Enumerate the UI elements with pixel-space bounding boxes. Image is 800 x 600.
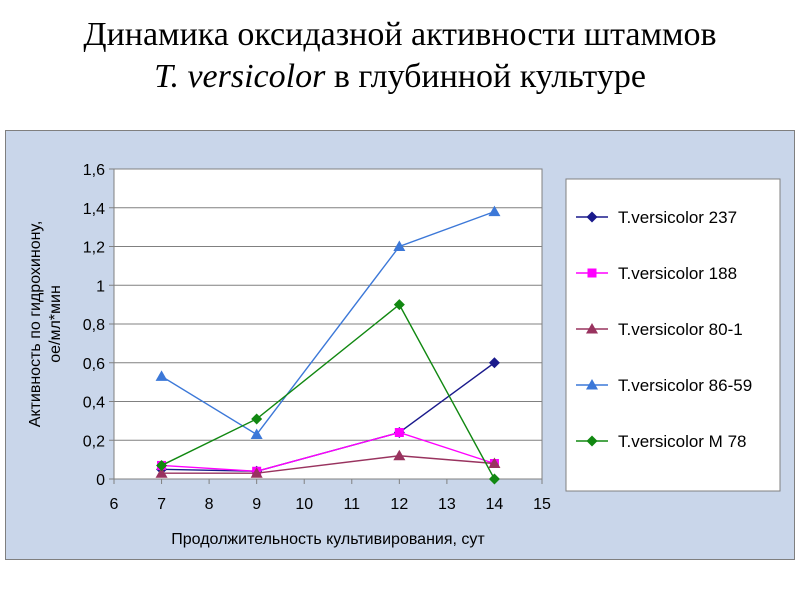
legend-label: T.versicolor 237 <box>618 208 737 227</box>
y-tick-label: 1,2 <box>83 240 105 257</box>
legend-label: T.versicolor 80-1 <box>618 320 743 339</box>
legend-label: T.versicolor M 78 <box>618 432 746 451</box>
legend-item-3: T.versicolor 80-1 <box>576 320 743 339</box>
x-tick-label: 13 <box>438 496 456 513</box>
y-tick-label: 0,8 <box>83 317 105 334</box>
data-point <box>393 449 406 461</box>
slide-title: Динамика оксидазной активности штаммов T… <box>0 14 800 98</box>
series-5 <box>156 299 500 485</box>
data-point <box>251 413 263 425</box>
legend-marker <box>586 435 598 447</box>
title-rest: в глубинной культуре <box>325 58 646 95</box>
data-point <box>155 467 168 478</box>
x-tick-label: 6 <box>110 496 119 513</box>
x-tick-label: 9 <box>252 496 261 513</box>
data-point <box>488 357 500 369</box>
chart-panel: 0 0,2 0,4 0,6 0,8 1 1,2 1,4 1,6 6 7 8 9 10 11 12 13 14 15 … <box>5 130 795 560</box>
data-point <box>488 205 501 217</box>
y-tick-label: 0,2 <box>83 433 105 450</box>
axis-ticks: 0 0,2 0,4 0,6 0,8 1 1,2 1,4 1,6 6 7 8 9 10 11 12 13 14 15 <box>83 162 551 513</box>
data-point <box>393 299 405 311</box>
series-line <box>161 455 495 474</box>
x-tick-label: 14 <box>486 496 504 513</box>
legend-marker <box>587 268 597 278</box>
legend-item-1: T.versicolor 237 <box>576 208 737 227</box>
series-4 <box>155 205 501 439</box>
x-axis-title: Продолжительность культивирования, сут <box>171 531 485 548</box>
data-point <box>250 467 263 478</box>
x-tick-label: 11 <box>343 496 360 513</box>
data-point <box>488 473 500 485</box>
x-tick-label: 10 <box>295 496 313 513</box>
legend-item-5: T.versicolor M 78 <box>576 432 746 451</box>
data-point <box>488 457 501 468</box>
x-tick-label: 7 <box>157 496 166 513</box>
y-axis-title: Активность по гидрохинону, ое/мл*мин <box>27 221 64 428</box>
data-point <box>156 459 168 471</box>
legend-marker <box>586 211 598 223</box>
data-point <box>394 428 404 437</box>
x-tick-label: 12 <box>390 496 408 513</box>
x-tick-label: 15 <box>533 496 551 513</box>
y-tick-label: 0 <box>96 472 105 489</box>
y-axis-title-line-2: ое/мл*мин <box>47 285 64 363</box>
legend-box <box>565 178 781 492</box>
legend: T.versicolor 237 T.versicolor 188 T.versic… <box>576 208 752 451</box>
legend-item-4: T.versicolor 86-59 <box>576 376 752 395</box>
y-tick-label: 0,6 <box>83 356 105 373</box>
y-tick-label: 1,6 <box>83 162 105 179</box>
series-line <box>161 303 496 480</box>
data-point <box>155 370 168 381</box>
data-point <box>393 240 406 251</box>
legend-label: T.versicolor 86-59 <box>618 376 752 395</box>
series-line <box>161 210 495 436</box>
data-point <box>250 428 263 439</box>
series-line <box>161 431 495 472</box>
gridlines <box>114 168 542 441</box>
legend-item-2: T.versicolor 188 <box>576 264 737 283</box>
y-tick-label: 0,4 <box>83 395 105 412</box>
x-tick-label: 8 <box>205 496 214 513</box>
series-layer <box>155 205 501 485</box>
series-3 <box>155 449 501 478</box>
title-line-2: T. versicolor в глубинной культуре <box>0 56 800 98</box>
y-tick-label: 1,4 <box>83 201 105 218</box>
legend-label: T.versicolor 188 <box>618 264 737 283</box>
legend-marker <box>586 379 598 390</box>
title-species: T. versicolor <box>154 58 326 95</box>
title-line-1: Динамика оксидазной активности штаммов <box>83 16 717 53</box>
y-tick-label: 1 <box>96 278 105 295</box>
line-chart: 00,20,40,60,811,21,41,66 7 8 9 10 11 12 13 14 15 … <box>27 162 781 548</box>
y-axis-title-line-1: Активность по гидрохинону, <box>27 221 44 428</box>
legend-marker <box>586 323 598 334</box>
